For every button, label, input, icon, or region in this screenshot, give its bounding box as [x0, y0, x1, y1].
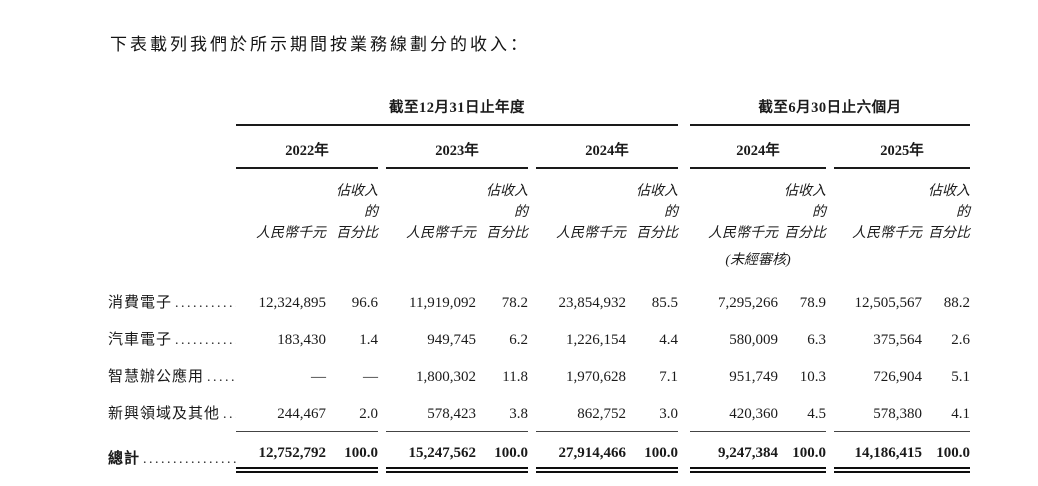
amount-value: 580,009: [729, 332, 778, 348]
amount-unit-header: 人民幣千元: [406, 226, 476, 241]
amount-value: 1,800,302: [416, 369, 476, 385]
pct-value: 96.6: [351, 295, 378, 311]
total-pct-value: 100.0: [922, 431, 971, 469]
pct-value: 85.5: [651, 295, 678, 311]
pct-of-revenue-header: 佔收入的 百分比: [784, 184, 826, 241]
dot-leader: ........................................…: [207, 370, 236, 385]
pct-value: 10.3: [799, 369, 826, 385]
year-header: 2024年: [690, 125, 826, 169]
pct-value: 7.1: [659, 369, 678, 385]
amount-value: 375,564: [873, 332, 922, 348]
pct-value: —: [363, 369, 378, 385]
total-amount-value: 27,914,466: [536, 431, 626, 469]
amount-unit-header: 人民幣千元: [852, 226, 922, 241]
pct-value: 78.9: [799, 295, 826, 311]
amount-value: 1,970,628: [566, 369, 626, 385]
amount-value: 12,324,895: [258, 295, 327, 311]
revenue-by-business-line-table: 截至12月31日止年度 截至6月30日止六個月 2022年 2023年 2024…: [108, 96, 971, 473]
amount-value: 726,904: [873, 369, 922, 385]
unaudited-note-row: (未經審核): [108, 244, 970, 275]
table-row-emerging-and-others: 新興領域及其他.................................…: [108, 386, 971, 432]
total-pct-value: 100.0: [778, 431, 826, 469]
amount-value: 7,295,266: [718, 295, 778, 311]
pct-of-revenue-header: 佔收入的 百分比: [336, 184, 378, 241]
intro-paragraph: 下表載列我們於所示期間按業務線劃分的收入：: [110, 35, 530, 54]
business-line-label: 汽車電子: [108, 332, 173, 348]
amount-unit-header: 人民幣千元: [256, 226, 326, 241]
pct-value: 11.8: [502, 369, 528, 385]
amount-unit-header: 人民幣千元: [708, 226, 778, 241]
total-label: 總計: [108, 450, 141, 467]
dot-leader: ........................................…: [175, 333, 236, 348]
amount-value: 183,430: [277, 332, 326, 348]
period-group-row: 截至12月31日止年度 截至6月30日止六個月: [108, 96, 971, 126]
table-row-consumer-electronics: 消費電子....................................…: [108, 275, 970, 312]
year-header: 2023年: [386, 125, 528, 169]
amount-value: 578,423: [386, 386, 476, 432]
pct-value: 78.2: [501, 295, 528, 311]
amount-value: 949,745: [427, 332, 476, 348]
dot-leader: ........................................…: [223, 407, 236, 422]
amount-value: 862,752: [536, 386, 626, 432]
business-line-label: 新興領域及其他: [108, 406, 221, 422]
pct-value: 6.3: [807, 332, 826, 348]
amount-value: 11,919,092: [409, 295, 476, 311]
amount-value: 578,380: [834, 386, 922, 432]
pct-value: 4.4: [659, 332, 678, 348]
dot-leader: ........................................…: [175, 296, 236, 311]
pct-value: 1.4: [359, 332, 378, 348]
amount-value: 12,505,567: [854, 295, 923, 311]
dot-leader: ........................................…: [143, 451, 236, 467]
column-subheader-row: 人民幣千元 佔收入的 百分比 人民幣千元 佔收入的 百分比 人民幣千元 佔收入的 百分…: [108, 168, 970, 244]
year-header: 2022年: [236, 125, 378, 169]
amount-value: 1,226,154: [566, 332, 626, 348]
total-row: 總計......................................…: [108, 431, 971, 469]
pct-value: 6.2: [509, 332, 528, 348]
period-group-header: 截至12月31日止年度: [236, 96, 678, 126]
amount-value: 420,360: [690, 386, 778, 432]
business-line-label: 智慧辦公應用: [108, 369, 205, 385]
business-line-label: 消費電子: [108, 295, 173, 311]
pct-value: 3.0: [626, 386, 678, 432]
pct-of-revenue-header: 佔收入的 百分比: [928, 184, 971, 241]
amount-value: —: [311, 369, 326, 385]
amount-value: 23,854,932: [558, 295, 627, 311]
total-amount-value: 9,247,384: [690, 431, 778, 469]
double-rule-row: [108, 467, 971, 473]
table-row-automotive-electronics: 汽車電子....................................…: [108, 312, 970, 349]
pct-value: 2.0: [326, 386, 378, 432]
year-header: 2025年: [834, 125, 971, 169]
unaudited-note: (未經審核): [725, 253, 791, 268]
total-pct-value: 100.0: [626, 431, 678, 469]
total-pct-value: 100.0: [476, 431, 528, 469]
table-row-smart-office: 智慧辦公應用..................................…: [108, 349, 970, 386]
pct-value: 3.8: [476, 386, 528, 432]
pct-value: 4.1: [922, 386, 971, 432]
total-amount-value: 12,752,792: [236, 431, 326, 469]
amount-unit-header: 人民幣千元: [556, 226, 626, 241]
amount-value: 951,749: [729, 369, 778, 385]
pct-value: 88.2: [943, 295, 971, 311]
amount-value: 244,467: [236, 386, 326, 432]
total-pct-value: 100.0: [326, 431, 378, 469]
total-amount-value: 15,247,562: [386, 431, 476, 469]
year-header-row: 2022年 2023年 2024年 2024年 2025年: [108, 125, 971, 169]
pct-value: 2.6: [951, 332, 971, 348]
pct-value: 4.5: [778, 386, 826, 432]
period-group-header: 截至6月30日止六個月: [690, 96, 971, 126]
pct-value: 5.1: [951, 369, 971, 385]
pct-of-revenue-header: 佔收入的 百分比: [486, 184, 528, 241]
total-amount-value: 14,186,415: [834, 431, 922, 469]
pct-of-revenue-header: 佔收入的 百分比: [636, 184, 678, 241]
year-header: 2024年: [536, 125, 678, 169]
